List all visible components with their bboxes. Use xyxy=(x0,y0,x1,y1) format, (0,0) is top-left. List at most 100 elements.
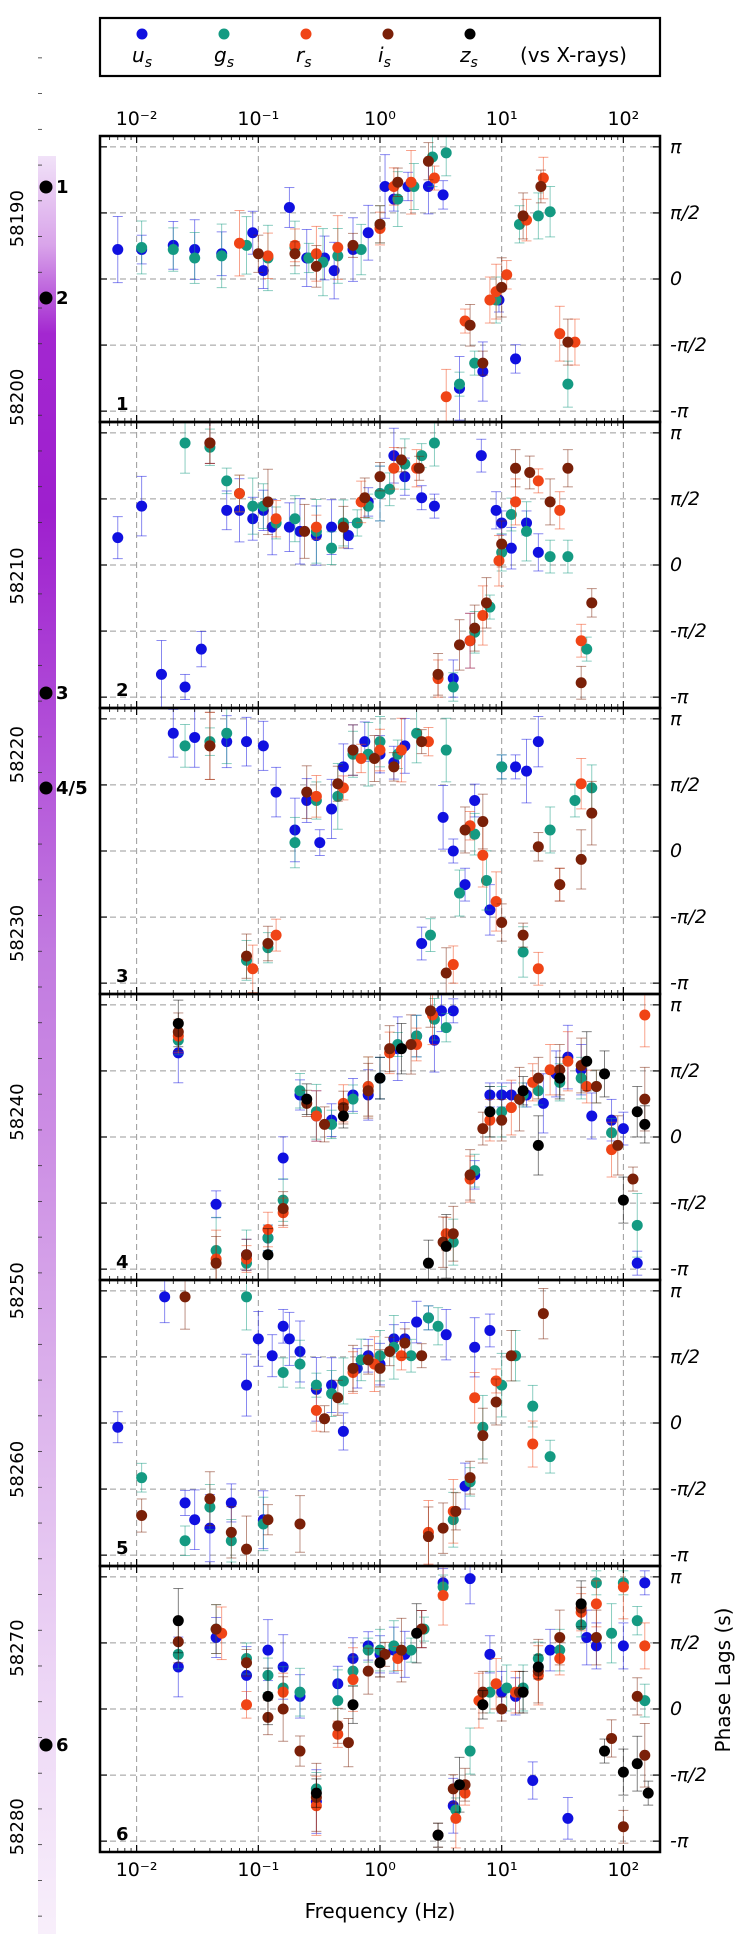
point-z xyxy=(310,1778,322,1808)
point-g xyxy=(247,477,259,535)
marker xyxy=(440,391,452,403)
marker xyxy=(544,551,556,563)
top-frequency-ticks: 10⁻² 10⁻¹ 10⁰ 10¹ 10² xyxy=(116,108,640,130)
marker xyxy=(484,1106,496,1118)
marker xyxy=(477,1123,489,1135)
marker xyxy=(405,1038,417,1050)
mjd-tick-label: 58210 xyxy=(7,547,28,604)
marker xyxy=(496,281,508,293)
marker xyxy=(270,513,282,525)
marker xyxy=(179,1535,191,1547)
point-i xyxy=(347,1344,359,1392)
point-u xyxy=(459,867,471,902)
marker xyxy=(437,1522,449,1534)
marker xyxy=(532,546,544,558)
point-i xyxy=(453,619,465,671)
marker xyxy=(469,1392,481,1404)
point-u xyxy=(510,754,522,780)
marker xyxy=(447,959,459,971)
point-u xyxy=(167,708,179,758)
point-z xyxy=(517,1670,529,1714)
mjd-tick-label: 58240 xyxy=(7,1083,28,1140)
top-tick-label: 10⁻² xyxy=(116,108,158,130)
marker xyxy=(405,176,417,188)
point-z xyxy=(639,1105,651,1144)
point-i xyxy=(262,925,274,962)
marker xyxy=(490,1396,502,1408)
point-i xyxy=(459,806,471,854)
point-i xyxy=(532,1056,544,1100)
point-i xyxy=(586,588,598,618)
point-u xyxy=(362,204,374,261)
marker xyxy=(362,1085,374,1097)
marker xyxy=(310,1110,322,1122)
point-i xyxy=(639,1066,651,1132)
point-i xyxy=(337,505,349,549)
point-g xyxy=(447,672,459,702)
marker xyxy=(521,765,533,777)
marker xyxy=(241,1699,253,1711)
marker xyxy=(581,1632,593,1643)
point-r xyxy=(575,623,587,658)
point-g xyxy=(527,1384,539,1428)
marker xyxy=(532,736,544,748)
point-i xyxy=(544,478,556,526)
point-i xyxy=(477,1407,489,1464)
marker xyxy=(283,202,295,213)
point-i xyxy=(347,724,359,776)
point-z xyxy=(172,1588,184,1654)
point-u xyxy=(189,707,201,768)
point-g xyxy=(405,1637,417,1663)
marker xyxy=(575,1598,587,1610)
point-i xyxy=(416,1343,428,1369)
point-z xyxy=(477,1690,489,1720)
point-i xyxy=(179,1279,191,1330)
point-u xyxy=(469,1317,481,1378)
marker xyxy=(319,1413,331,1425)
y-tick-label: 0 xyxy=(670,840,682,862)
point-i xyxy=(554,867,566,902)
point-z xyxy=(484,1086,496,1138)
point-i xyxy=(319,1405,331,1433)
point-u xyxy=(544,1628,556,1672)
legend-sub-r: s xyxy=(304,55,311,71)
point-i xyxy=(617,1809,629,1844)
marker xyxy=(496,761,508,773)
point-i xyxy=(299,503,311,559)
panel-2: π π/2 0 -π/2 -π 2 xyxy=(98,420,707,710)
point-r xyxy=(332,215,344,280)
point-r xyxy=(262,232,274,280)
epoch-label: 2 xyxy=(56,288,69,309)
marker xyxy=(537,1308,549,1320)
marker xyxy=(294,1358,306,1370)
marker xyxy=(179,437,191,449)
marker xyxy=(310,1404,322,1416)
marker xyxy=(310,521,322,533)
marker xyxy=(326,803,338,815)
marker xyxy=(257,265,269,277)
point-r xyxy=(639,993,651,1048)
point-z xyxy=(301,1083,313,1115)
marker xyxy=(484,1648,496,1660)
marker xyxy=(326,521,338,533)
point-i xyxy=(510,449,522,488)
marker xyxy=(347,1699,359,1711)
point-i xyxy=(562,318,574,366)
y-tick-label: π xyxy=(670,136,682,158)
point-u xyxy=(428,493,440,519)
marker xyxy=(332,778,344,790)
marker xyxy=(590,1081,602,1093)
marker xyxy=(374,1362,386,1374)
point-i xyxy=(586,780,598,846)
point-i xyxy=(395,447,407,473)
marker xyxy=(447,1228,459,1240)
marker xyxy=(299,525,311,537)
y-tick-label: 0 xyxy=(670,1698,682,1720)
marker xyxy=(517,929,529,941)
marker xyxy=(477,1699,489,1711)
marker xyxy=(428,172,440,184)
point-u xyxy=(155,640,167,709)
point-g xyxy=(289,495,301,543)
marker xyxy=(179,1497,191,1509)
marker xyxy=(262,250,274,262)
